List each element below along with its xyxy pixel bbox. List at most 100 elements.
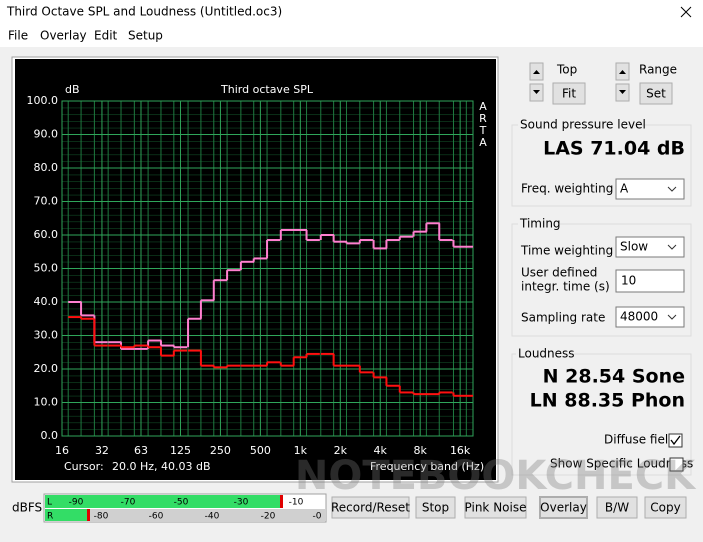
meter-label: dBFS: [12, 501, 42, 515]
meter-scale: -10: [289, 498, 304, 508]
meter-scale: -20: [261, 512, 276, 522]
button-label: Copy: [650, 501, 680, 515]
group-gap: [518, 118, 628, 132]
meter-scale: -90: [69, 498, 84, 508]
x-tick-label: 16k: [450, 444, 471, 457]
group-title: Loudness: [518, 347, 575, 361]
label: User defined: [521, 266, 597, 280]
button-label: Overlay: [540, 501, 587, 515]
side-label: A: [479, 136, 487, 149]
y-tick-label: 80.0: [34, 161, 59, 174]
label: Show Specific Loudness: [550, 457, 693, 471]
meter-scale: -50: [174, 498, 189, 508]
x-tick-label: 2k: [334, 444, 348, 457]
x-tick-label: 125: [170, 444, 191, 457]
y-tick-label: 50.0: [34, 262, 59, 275]
meter-scale: -60: [149, 512, 164, 522]
combo-value: Slow: [620, 240, 648, 254]
side-label: A: [479, 100, 487, 113]
group-title: Sound pressure level: [520, 118, 646, 132]
spl-reading: LAS 71.04 dB: [543, 138, 685, 160]
group-gap: [518, 217, 558, 231]
label: integr. time (s): [521, 280, 610, 294]
combo[interactable]: [615, 306, 685, 328]
y-tick-label: 60.0: [34, 228, 59, 241]
check-mark: [670, 435, 681, 446]
label: Sampling rate: [521, 311, 605, 325]
meter-level: [45, 495, 280, 508]
button-label: B/W: [605, 501, 629, 515]
y-tick-label: 20.0: [34, 362, 59, 375]
button[interactable]: [552, 82, 586, 105]
x-tick-label: 32: [95, 444, 109, 457]
label: Time weighting: [520, 244, 613, 258]
button[interactable]: [644, 496, 687, 519]
button-label: Stop: [422, 501, 449, 515]
text-input[interactable]: [615, 269, 685, 293]
y-tick-label: 40.0: [34, 295, 59, 308]
label: Diffuse field: [604, 433, 676, 447]
button[interactable]: [539, 496, 588, 519]
meter-scale: -70: [121, 498, 136, 508]
meter-channel: R: [47, 512, 53, 522]
button-label: Set: [646, 87, 666, 101]
window-title: Third Octave SPL and Loudness (Untitled.…: [6, 5, 282, 19]
meter-peak: [280, 495, 283, 508]
combo-arrows: [667, 186, 677, 320]
button[interactable]: [415, 496, 456, 519]
y-tick-label: 70.0: [34, 195, 59, 208]
input-value: 10: [621, 274, 636, 288]
watermark: NOTEBOOKCHECK: [295, 453, 697, 499]
y-tick-label: 0.0: [41, 429, 59, 442]
x-tick-label: 16: [55, 444, 69, 457]
meter-empty: [90, 509, 325, 521]
meter-peak: [87, 509, 90, 521]
group-box: [511, 223, 692, 337]
plot-border: [61, 100, 474, 437]
label: Top: [556, 63, 577, 77]
cursor-value: 20.0 Hz, 40.03 dB: [112, 460, 211, 473]
loudness-n: N 28.54 Sone: [543, 366, 685, 388]
meter-scale: -0: [313, 512, 322, 522]
meter-channel: L: [47, 498, 52, 508]
meter-level: [45, 509, 87, 521]
menu-item[interactable]: Setup: [128, 29, 163, 43]
button[interactable]: [639, 82, 673, 105]
y-tick-label: 30.0: [34, 329, 59, 342]
button-label: Record/Reset: [331, 501, 410, 515]
button[interactable]: [596, 496, 638, 519]
combo-value: A: [620, 182, 629, 196]
x-tick-label: 4k: [374, 444, 388, 457]
button[interactable]: [331, 496, 410, 519]
label: Freq. weighting: [521, 182, 613, 196]
y-tick-label: 100.0: [27, 94, 59, 107]
button[interactable]: [464, 496, 527, 519]
menu-bar: [0, 25, 703, 47]
y-tick-label: 90.0: [34, 128, 59, 141]
x-tick-label: 63: [134, 444, 148, 457]
menu-item[interactable]: File: [8, 29, 28, 43]
y-tick-label: 10.0: [34, 396, 59, 409]
loudness-ln: LN 88.35 Phon: [530, 390, 685, 412]
combo[interactable]: [615, 178, 685, 200]
cursor-label: Cursor:: [64, 460, 104, 473]
x-tick-label: 500: [250, 444, 271, 457]
side-label: R: [479, 112, 487, 125]
group-box: [511, 353, 692, 476]
combo[interactable]: [615, 236, 685, 258]
button-label: Fit: [562, 87, 576, 101]
x-axis-label: Frequency band (Hz): [370, 460, 484, 473]
x-tick-label: 8k: [414, 444, 428, 457]
menu-item[interactable]: Overlay: [40, 29, 87, 43]
label: Range: [639, 63, 677, 77]
series-group: [68, 222, 473, 397]
x-tick-label: 250: [210, 444, 231, 457]
side-label: T: [479, 124, 487, 137]
close-button[interactable]: [680, 6, 692, 18]
group-title: Timing: [519, 217, 561, 231]
checkbox[interactable]: [669, 457, 684, 472]
chart-title: Third octave SPL: [220, 83, 314, 96]
meter-scale: -40: [205, 512, 220, 522]
menu-item[interactable]: Edit: [94, 29, 118, 43]
